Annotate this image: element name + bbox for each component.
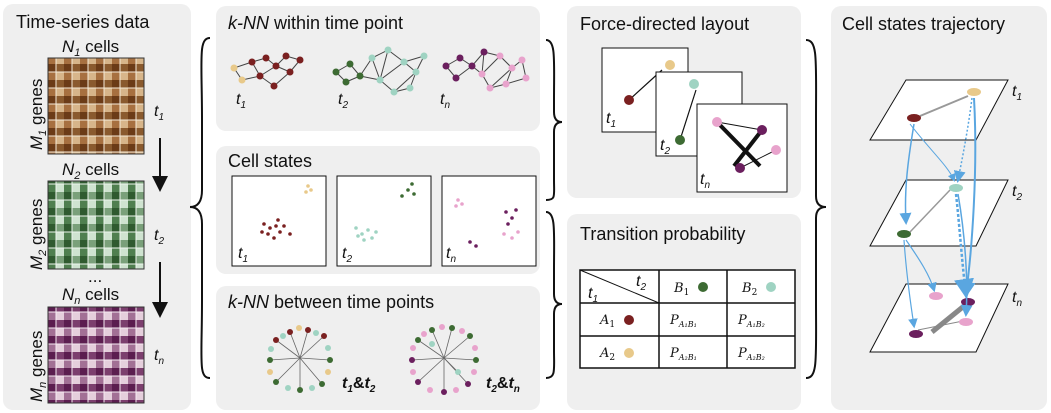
traj-tn-4 [959,318,973,326]
graph-t2-nodes [332,46,428,96]
fdl-t2: t2 [660,137,670,157]
trajectory-arrows [899,97,977,329]
nn-cells-label: Nn cells [62,285,119,307]
within-t2: t2 [338,91,348,111]
traj-t1: t1 [1012,83,1022,103]
scatter-tn [441,175,537,267]
panel-knn-within [216,6,540,131]
fdl-t2-light [689,79,699,89]
scatter-t2 [336,175,432,267]
knn-within-title: k-NN within time point [228,13,403,33]
states-tn: tn [446,245,456,265]
scatter-t2-points [354,182,416,242]
fdl-t2-dark [675,135,685,145]
n1-cells-label: N1 cells [62,37,119,59]
panel1-tn: tn [154,347,164,367]
fdl-tn-4 [771,145,781,155]
brace-4 [805,39,827,379]
ellipsis: ... [88,267,102,286]
scatter-tn-points [454,198,520,248]
scatter-t1-points [260,184,313,240]
panel1-t2: t2 [154,227,164,247]
fdl-title: Force-directed layout [580,14,749,34]
graph-t1-nodes [230,52,304,90]
pair-t2-tn: t2&tn [486,375,520,395]
ring-t1-t2 [267,325,333,393]
brace-2 [545,39,563,201]
trajectory-title: Cell states trajectory [842,14,1005,34]
traj-tn-3 [909,330,923,338]
tbl-hdr-t1: t1 [588,285,598,305]
tbl-b2: B2 [741,281,757,298]
panel1-t1: t1 [154,103,164,123]
traj-t2-dark [897,230,911,238]
fdl-t1-light [665,60,675,70]
heatmap-t1 [47,57,145,155]
cell-states-title: Cell states [228,151,312,171]
states-t1: t1 [238,245,248,265]
graph-tn-nodes [442,48,530,92]
transition-table [579,269,796,369]
traj-t2-light [949,184,963,192]
panel-knn-between [216,286,540,410]
traj-t1-light [967,88,981,96]
n2-cells-label: N2 cells [62,160,119,182]
m1-genes-label: M1 genes [27,79,49,150]
fdl-t1: t1 [606,110,616,130]
heatmap-t2 [47,180,145,270]
tbl-p22: PA₂B₂ [737,346,765,362]
fdl-t1-dark [624,95,634,105]
tbl-a1: A1 [599,313,615,330]
fdl-tn-3 [735,163,745,173]
ring-t2-tn [409,324,479,395]
states-t2: t2 [342,245,352,265]
tbl-a2: A2 [599,346,615,363]
within-tn: tn [440,91,450,111]
tbl-a2-dot [624,348,634,358]
tp-title: Transition probability [580,224,745,244]
fdl-tn: tn [700,171,710,191]
traj-t2: t2 [1012,183,1022,203]
tbl-b2-dot [766,282,776,292]
fdl-tn-2 [757,125,767,135]
pair-t1-t2: t1&t2 [342,375,376,395]
tbl-p11: PA₁B₁ [669,313,697,329]
brace-1 [189,37,211,379]
traj-tn-1 [929,292,943,300]
mn-genes-label: Mn genes [27,331,49,402]
traj-tn: tn [1012,289,1022,309]
tbl-b1-dot [698,282,708,292]
brace-3 [545,211,563,379]
tbl-a1-dot [624,315,634,325]
traj-tn-2 [961,298,975,306]
fdl-tn-1 [712,117,722,127]
traj-t1-dark [907,114,921,122]
heatmap-tn [47,306,145,404]
panel1-title: Time-series data [16,12,150,32]
tbl-b1: B1 [673,281,689,298]
tbl-p12: PA₁B₂ [737,313,765,329]
within-t1: t1 [236,91,246,111]
knn-between-title: k-NN between time points [228,292,434,312]
tbl-p21: PA₂B₁ [669,346,697,362]
m2-genes-label: M2 genes [27,199,49,270]
tbl-hdr-t2: t2 [636,273,646,293]
